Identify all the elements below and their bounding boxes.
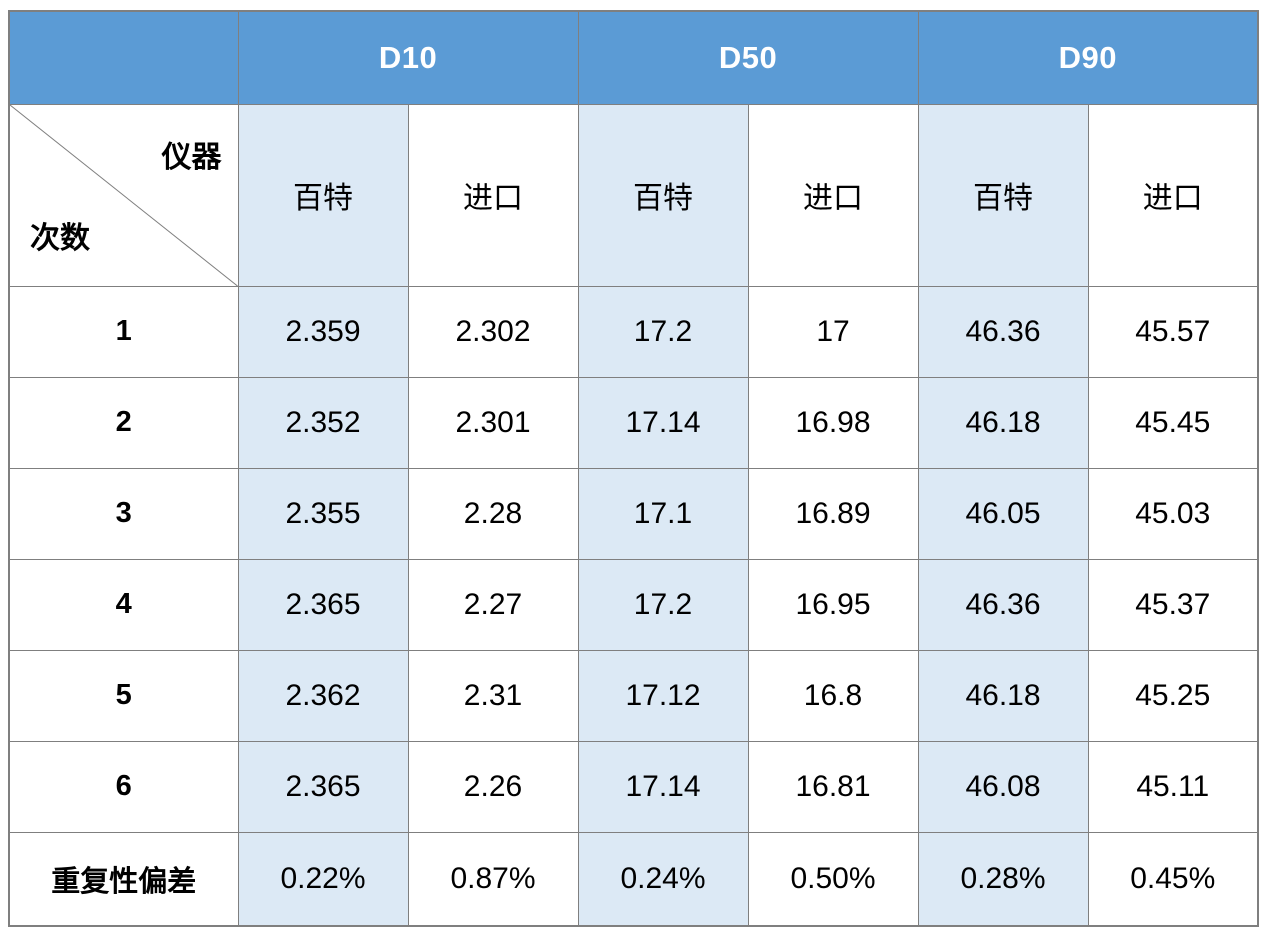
repeatability-comparison-table: D10 D50 D90 仪器 次数 百特 进口 百特 进口 百特 进口 1 2.3… (8, 10, 1259, 927)
data-cell: 2.352 (237, 376, 409, 469)
data-cell: 17.1 (577, 467, 749, 560)
group-header-d10: D10 (237, 10, 579, 105)
diagonal-label-instrument: 仪器 (161, 140, 222, 174)
data-cell: 0.87% (407, 831, 579, 927)
data-cell: 0.22% (237, 831, 409, 927)
data-cell: 0.24% (577, 831, 749, 927)
data-cell: 46.08 (917, 740, 1089, 833)
data-cell: 45.45 (1087, 376, 1259, 469)
sub-header-d50-baite: 百特 (577, 103, 749, 287)
data-cell: 2.365 (237, 558, 409, 651)
diagonal-split-header-cell: 仪器 次数 (8, 103, 239, 287)
data-cell: 17.12 (577, 649, 749, 742)
row-label: 6 (8, 740, 239, 833)
sub-header-d90-baite: 百特 (917, 103, 1089, 287)
row-label: 3 (8, 467, 239, 560)
row-label: 1 (8, 285, 239, 378)
diagonal-label-run-count: 次数 (30, 221, 90, 255)
table-row: 1 2.359 2.302 17.2 17 46.36 45.57 (8, 285, 1259, 378)
data-cell: 2.26 (407, 740, 579, 833)
data-cell: 16.89 (747, 467, 919, 560)
data-cell: 16.98 (747, 376, 919, 469)
group-header-d50: D50 (577, 10, 919, 105)
table-row: 3 2.355 2.28 17.1 16.89 46.05 45.03 (8, 467, 1259, 560)
data-cell: 46.36 (917, 285, 1089, 378)
corner-blank-cell (8, 10, 239, 105)
sub-header-d50-import: 进口 (747, 103, 919, 287)
data-cell: 2.27 (407, 558, 579, 651)
sub-header-d10-import: 进口 (407, 103, 579, 287)
data-cell: 2.301 (407, 376, 579, 469)
data-cell: 2.362 (237, 649, 409, 742)
data-cell: 46.18 (917, 649, 1089, 742)
table-body: 1 2.359 2.302 17.2 17 46.36 45.57 2 2.352 2.301 17… (8, 285, 1259, 927)
data-cell: 45.37 (1087, 558, 1259, 651)
data-cell: 45.03 (1087, 467, 1259, 560)
table-row: 4 2.365 2.27 17.2 16.95 46.36 45.37 (8, 558, 1259, 651)
row-label: 5 (8, 649, 239, 742)
data-cell: 45.25 (1087, 649, 1259, 742)
data-cell: 45.57 (1087, 285, 1259, 378)
row-label: 重复性偏差 (8, 831, 239, 927)
data-cell: 2.355 (237, 467, 409, 560)
data-cell: 17.14 (577, 376, 749, 469)
data-cell: 46.36 (917, 558, 1089, 651)
data-cell: 0.28% (917, 831, 1089, 927)
data-cell: 2.28 (407, 467, 579, 560)
data-cell: 46.05 (917, 467, 1089, 560)
data-cell: 17.2 (577, 558, 749, 651)
summary-row: 重复性偏差 0.22% 0.87% 0.24% 0.50% 0.28% 0.45% (8, 831, 1259, 927)
data-cell: 2.31 (407, 649, 579, 742)
group-header-d90: D90 (917, 10, 1259, 105)
data-cell: 16.8 (747, 649, 919, 742)
sub-header-row: 仪器 次数 百特 进口 百特 进口 百特 进口 (8, 103, 1259, 287)
data-cell: 0.45% (1087, 831, 1259, 927)
group-header-row: D10 D50 D90 (8, 10, 1259, 105)
data-cell: 17 (747, 285, 919, 378)
table-row: 6 2.365 2.26 17.14 16.81 46.08 45.11 (8, 740, 1259, 833)
data-cell: 2.302 (407, 285, 579, 378)
row-label: 2 (8, 376, 239, 469)
data-cell: 16.95 (747, 558, 919, 651)
sub-header-d10-baite: 百特 (237, 103, 409, 287)
row-label: 4 (8, 558, 239, 651)
diagonal-divider-line (10, 105, 238, 286)
data-cell: 2.365 (237, 740, 409, 833)
data-cell: 17.14 (577, 740, 749, 833)
table-row: 5 2.362 2.31 17.12 16.8 46.18 45.25 (8, 649, 1259, 742)
data-cell: 16.81 (747, 740, 919, 833)
data-cell: 0.50% (747, 831, 919, 927)
table-row: 2 2.352 2.301 17.14 16.98 46.18 45.45 (8, 376, 1259, 469)
data-cell: 45.11 (1087, 740, 1259, 833)
data-cell: 17.2 (577, 285, 749, 378)
data-cell: 46.18 (917, 376, 1089, 469)
data-cell: 2.359 (237, 285, 409, 378)
sub-header-d90-import: 进口 (1087, 103, 1259, 287)
